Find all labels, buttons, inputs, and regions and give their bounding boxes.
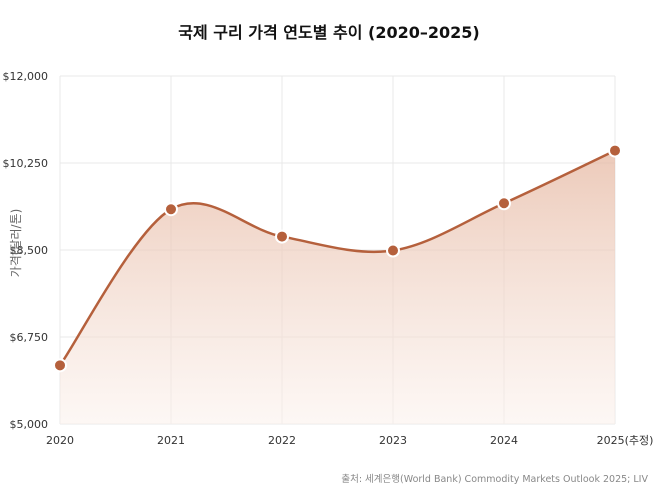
y-tick-label: $5,000 [10,418,49,431]
x-axis-ticks: 2020 2021 2022 2023 2024 2025(추정) [46,434,653,447]
data-point-2023[interactable] [386,243,400,258]
source-note: 출처: 세계은행(World Bank) Commodity Markets O… [341,474,648,485]
data-point-2025(추정)[interactable] [608,143,622,158]
x-tick-label: 2025(추정) [597,434,654,447]
x-tick-label: 2022 [268,434,296,447]
data-point-2022[interactable] [275,229,289,244]
x-tick-label: 2021 [157,434,185,447]
y-tick-label: $10,250 [3,157,49,170]
x-tick-label: 2023 [379,434,407,447]
y-axis-label: 가격(달러/톤) [9,209,23,278]
x-tick-label: 2020 [46,434,74,447]
y-tick-label: $12,000 [3,70,49,83]
area-path [60,150,615,425]
x-tick-label: 2024 [490,434,518,447]
y-axis-ticks: $5,000 $6,750 $8,500 $10,250 $12,000 [3,70,49,431]
data-markers [53,143,622,373]
data-point-2020[interactable] [53,358,67,373]
series-line-path [58,149,616,367]
chart-title: 국제 구리 가격 연도별 추이 (2020–2025) [178,23,480,42]
data-point-2024[interactable] [497,196,511,211]
y-tick-label: $8,500 [10,244,49,257]
series-line [58,149,616,367]
area-fill [60,150,615,425]
data-point-2021[interactable] [164,202,178,217]
y-tick-label: $6,750 [10,331,49,344]
